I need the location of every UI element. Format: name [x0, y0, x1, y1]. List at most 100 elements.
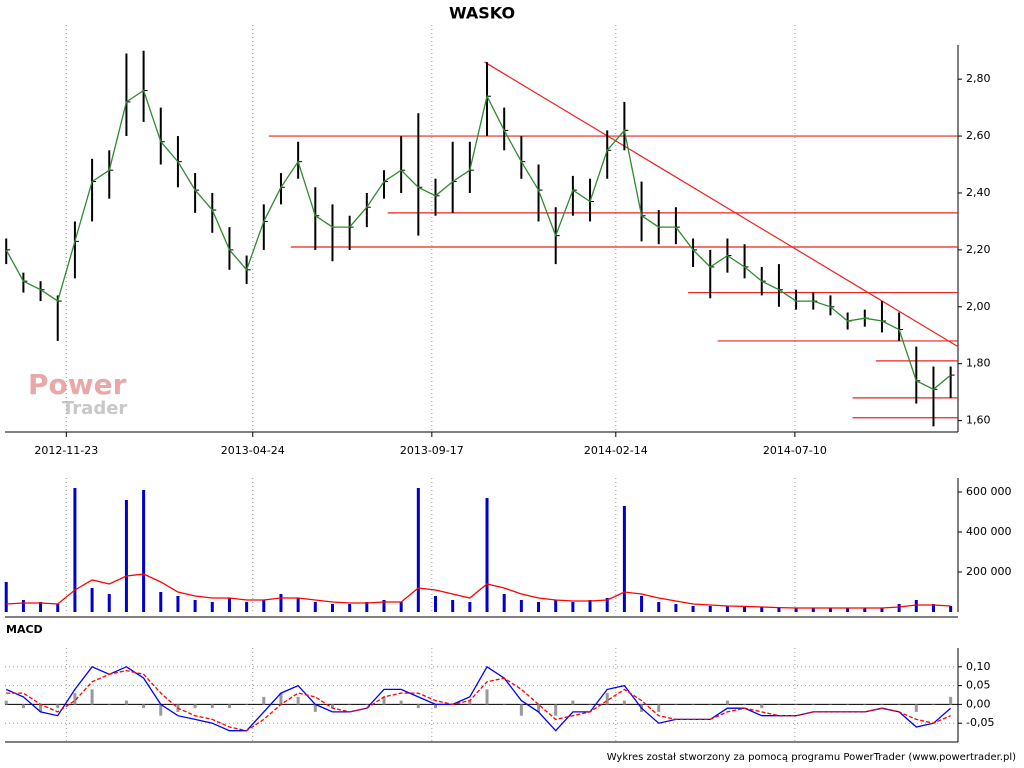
bar	[537, 704, 541, 712]
bar	[502, 594, 506, 612]
bar	[897, 704, 901, 705]
bar	[605, 693, 609, 705]
bar	[193, 600, 197, 612]
bar	[434, 704, 438, 709]
bar	[743, 704, 747, 705]
bar	[21, 704, 25, 709]
bar	[176, 596, 180, 612]
bar	[365, 704, 369, 705]
bar	[21, 600, 25, 612]
bar	[416, 488, 420, 612]
bar	[245, 602, 249, 612]
bar	[227, 598, 231, 612]
bar	[657, 602, 661, 612]
bar	[657, 704, 661, 712]
bar	[743, 607, 747, 612]
bar	[210, 602, 214, 612]
bar	[863, 704, 867, 705]
bar	[537, 602, 541, 612]
bar	[708, 606, 712, 612]
bar	[725, 700, 729, 705]
bar	[124, 700, 128, 705]
bar	[313, 704, 317, 712]
bar	[330, 604, 334, 612]
bar	[4, 700, 8, 705]
bar	[73, 488, 77, 612]
bar	[365, 602, 369, 612]
bar	[605, 598, 609, 612]
bar	[777, 608, 781, 612]
bar	[485, 498, 489, 612]
y-tick-label: 200 000	[966, 565, 1012, 578]
watermark: Power	[28, 368, 127, 401]
bar	[777, 704, 781, 705]
y-tick-label: 2,80	[966, 72, 991, 85]
bar	[811, 608, 815, 612]
x-tick-label: 2013-04-24	[221, 444, 285, 457]
bar	[811, 704, 815, 705]
bar	[210, 704, 214, 709]
bar	[124, 500, 128, 612]
bar	[245, 704, 249, 705]
y-tick-label: 2,60	[966, 129, 991, 142]
bar	[296, 598, 300, 612]
bar	[142, 490, 146, 612]
x-tick-label: 2014-07-10	[763, 444, 827, 457]
watermark: Trader	[62, 398, 127, 419]
panel-title: MACD	[6, 623, 43, 636]
y-tick-label: 2,20	[966, 243, 991, 256]
bar	[107, 704, 111, 705]
close-line	[5, 89, 952, 391]
bar	[330, 704, 334, 709]
bar	[880, 608, 884, 612]
bar	[502, 704, 506, 705]
bar	[227, 704, 231, 709]
bar	[863, 608, 867, 612]
x-tick-label: 2013-09-17	[400, 444, 464, 457]
bar	[571, 700, 575, 705]
y-tick-label: 0,10	[966, 660, 991, 673]
bar	[897, 604, 901, 612]
bar	[931, 704, 935, 705]
bar	[914, 600, 918, 612]
bar	[622, 506, 626, 612]
bar	[622, 700, 626, 705]
bar	[519, 704, 523, 716]
bar	[90, 588, 94, 612]
bar	[828, 704, 832, 705]
bar	[39, 602, 43, 612]
footer: Wykres został stworzony za pomocą progra…	[607, 752, 1016, 763]
bar	[382, 696, 386, 705]
bar	[56, 604, 60, 612]
bar	[159, 592, 163, 612]
bar	[279, 594, 283, 612]
y-tick-label: 400 000	[966, 525, 1012, 538]
bar	[434, 596, 438, 612]
bar	[725, 606, 729, 612]
series-line	[6, 573, 951, 609]
bar	[760, 607, 764, 612]
bar	[90, 689, 94, 705]
y-tick-label: 1,60	[966, 414, 991, 427]
bar	[554, 600, 558, 612]
bar	[708, 704, 712, 705]
bar	[382, 600, 386, 612]
bar	[416, 704, 420, 709]
bar	[296, 696, 300, 705]
chart-title: WASKO	[449, 4, 515, 23]
bar	[279, 693, 283, 705]
bar	[193, 704, 197, 709]
bar	[56, 704, 60, 709]
y-tick-label: 0,05	[966, 679, 991, 692]
x-tick-label: 2012-11-23	[34, 444, 98, 457]
bar	[451, 600, 455, 612]
bar	[468, 602, 472, 612]
y-tick-label: 600 000	[966, 485, 1012, 498]
bar	[142, 704, 146, 709]
bar	[348, 704, 352, 705]
trend-line	[484, 61, 959, 348]
bar	[588, 704, 592, 705]
y-tick-label: -0,05	[966, 716, 994, 729]
bar	[399, 602, 403, 612]
